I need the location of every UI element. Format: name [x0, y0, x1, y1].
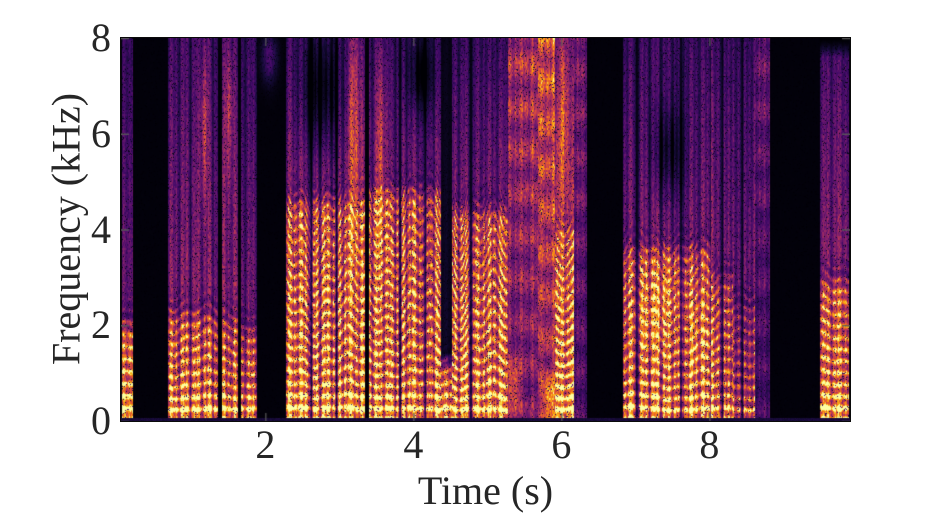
spectrogram-heatmap: [121, 38, 850, 421]
y-tick-label: 2: [91, 302, 111, 348]
x-tick-label: 2: [255, 422, 276, 467]
x-tick-label: 6: [551, 422, 572, 467]
x-tick-label: 4: [403, 422, 424, 467]
y-tick-label: 6: [91, 110, 111, 156]
y-tick-label: 0: [91, 398, 111, 443]
y-tick-label: 8: [91, 15, 111, 60]
y-tick-label: 4: [91, 206, 111, 252]
x-axis-label: Time (s): [417, 468, 554, 513]
x-tick-label: 8: [699, 422, 720, 467]
